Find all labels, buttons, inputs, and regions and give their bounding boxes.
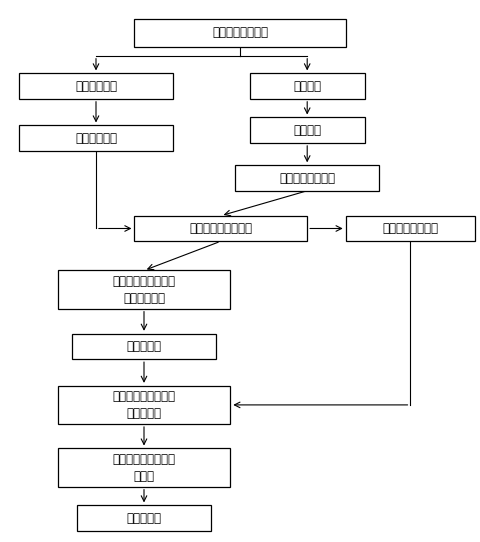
Bar xyxy=(58,386,230,424)
Text: 扫描云台: 扫描云台 xyxy=(293,80,321,93)
Text: 云台按指定路径移动
至该点: 云台按指定路径移动 至该点 xyxy=(112,453,176,482)
Bar xyxy=(58,270,230,309)
Text: 温度值比较: 温度值比较 xyxy=(127,340,161,353)
Text: 确定最高温度对应的
云台位移点: 确定最高温度对应的 云台位移点 xyxy=(112,390,176,420)
Text: 选择自动校准路径: 选择自动校准路径 xyxy=(279,171,335,184)
Bar xyxy=(58,448,230,487)
Text: 云台复位: 云台复位 xyxy=(293,124,321,137)
Bar xyxy=(134,216,307,241)
Text: 红外温度监测: 红外温度监测 xyxy=(75,132,117,145)
Bar xyxy=(134,19,346,47)
Bar xyxy=(72,334,216,359)
Text: 记录各点位置信息: 记录各点位置信息 xyxy=(383,222,438,235)
Bar xyxy=(346,216,475,241)
Text: 获取路径上各点对应
的目标温度值: 获取路径上各点对应 的目标温度值 xyxy=(112,275,176,305)
Bar xyxy=(19,125,173,151)
Bar xyxy=(250,118,365,143)
Text: 红外测温装置: 红外测温装置 xyxy=(75,80,117,93)
Text: 云台按指定路径移动: 云台按指定路径移动 xyxy=(189,222,252,235)
Text: 重置预置位: 重置预置位 xyxy=(127,512,161,525)
Bar xyxy=(235,165,379,191)
Text: 到达自动校准周期: 到达自动校准周期 xyxy=(212,27,268,40)
Bar xyxy=(250,73,365,99)
Bar xyxy=(77,505,211,531)
Bar xyxy=(19,73,173,99)
